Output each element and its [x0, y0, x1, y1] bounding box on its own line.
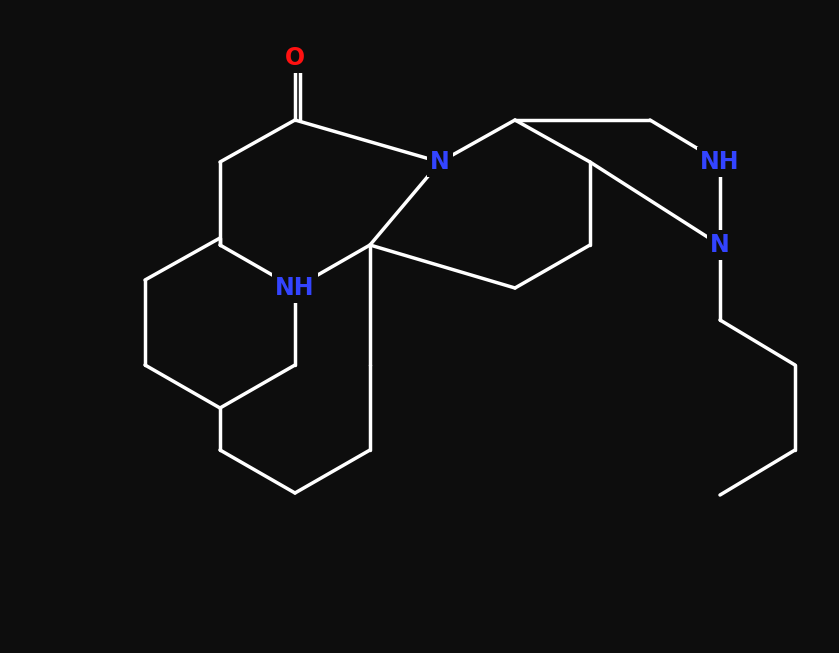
Text: NH: NH [275, 276, 315, 300]
Text: N: N [710, 233, 730, 257]
Text: N: N [430, 150, 450, 174]
Text: NH: NH [701, 150, 740, 174]
Text: O: O [285, 46, 305, 70]
